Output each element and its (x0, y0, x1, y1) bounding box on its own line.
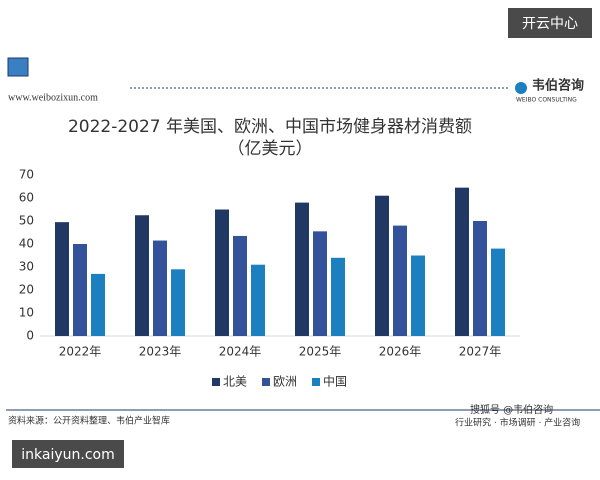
bar (55, 222, 69, 336)
y-tick-label: 60 (19, 191, 34, 205)
legend-swatch (262, 378, 270, 386)
bar (411, 255, 425, 336)
x-tick-label: 2022年 (59, 345, 102, 359)
badge-bg (508, 8, 592, 38)
bar (171, 269, 185, 336)
bar (393, 225, 407, 336)
x-tick-label: 2023年 (139, 345, 182, 359)
bar (135, 215, 149, 336)
y-tick-label: 20 (19, 283, 34, 297)
badge: 开云中心 (522, 16, 578, 32)
legend-label: 中国 (323, 374, 347, 389)
bar (455, 187, 469, 336)
y-tick-label: 0 (26, 329, 34, 343)
y-tick-label: 10 (19, 306, 34, 320)
website: www.weibozixun.com (8, 92, 98, 103)
brand: 韦伯咨询 (532, 78, 584, 94)
legend-swatch (312, 378, 320, 386)
y-tick-label: 70 (19, 168, 34, 182)
x-tick-label: 2026年 (379, 345, 422, 359)
bar (375, 195, 389, 336)
x-tick-label: 2027年 (459, 345, 502, 359)
logo-square (7, 57, 29, 77)
bar (73, 244, 87, 336)
x-tick-label: 2025年 (299, 345, 342, 359)
x-tick-label: 2024年 (219, 345, 262, 359)
domain: inkaiyun.com (21, 447, 114, 463)
bar (215, 209, 229, 336)
bar (331, 257, 345, 336)
chart-title: 2022-2027 年美国、欧洲、中国市场健身器材消费额 (68, 117, 472, 137)
legend-swatch (212, 378, 220, 386)
bar (491, 248, 505, 336)
y-tick-label: 40 (19, 237, 34, 251)
bar (91, 273, 105, 336)
legend-label: 北美 (223, 375, 247, 389)
legend-label: 欧洲 (273, 375, 297, 389)
brand-icon (515, 82, 527, 94)
bar (473, 221, 487, 336)
tagline: 行业研究 · 市场调研 · 产业咨询 (455, 417, 580, 429)
domain-bg (12, 440, 124, 468)
brand-en: WEIBO CONSULTING (516, 97, 577, 104)
bar (251, 264, 265, 336)
bar (313, 231, 327, 336)
y-tick-label: 30 (19, 260, 34, 274)
bar (153, 240, 167, 336)
account: 搜狐号 @韦伯咨询 (470, 403, 553, 416)
bar (233, 235, 247, 336)
y-tick-label: 50 (19, 214, 34, 228)
bar (295, 202, 309, 336)
source: 资料来源：公开资料整理、韦伯产业智库 (8, 415, 170, 427)
chart-subtitle: （亿美元） (228, 139, 313, 159)
